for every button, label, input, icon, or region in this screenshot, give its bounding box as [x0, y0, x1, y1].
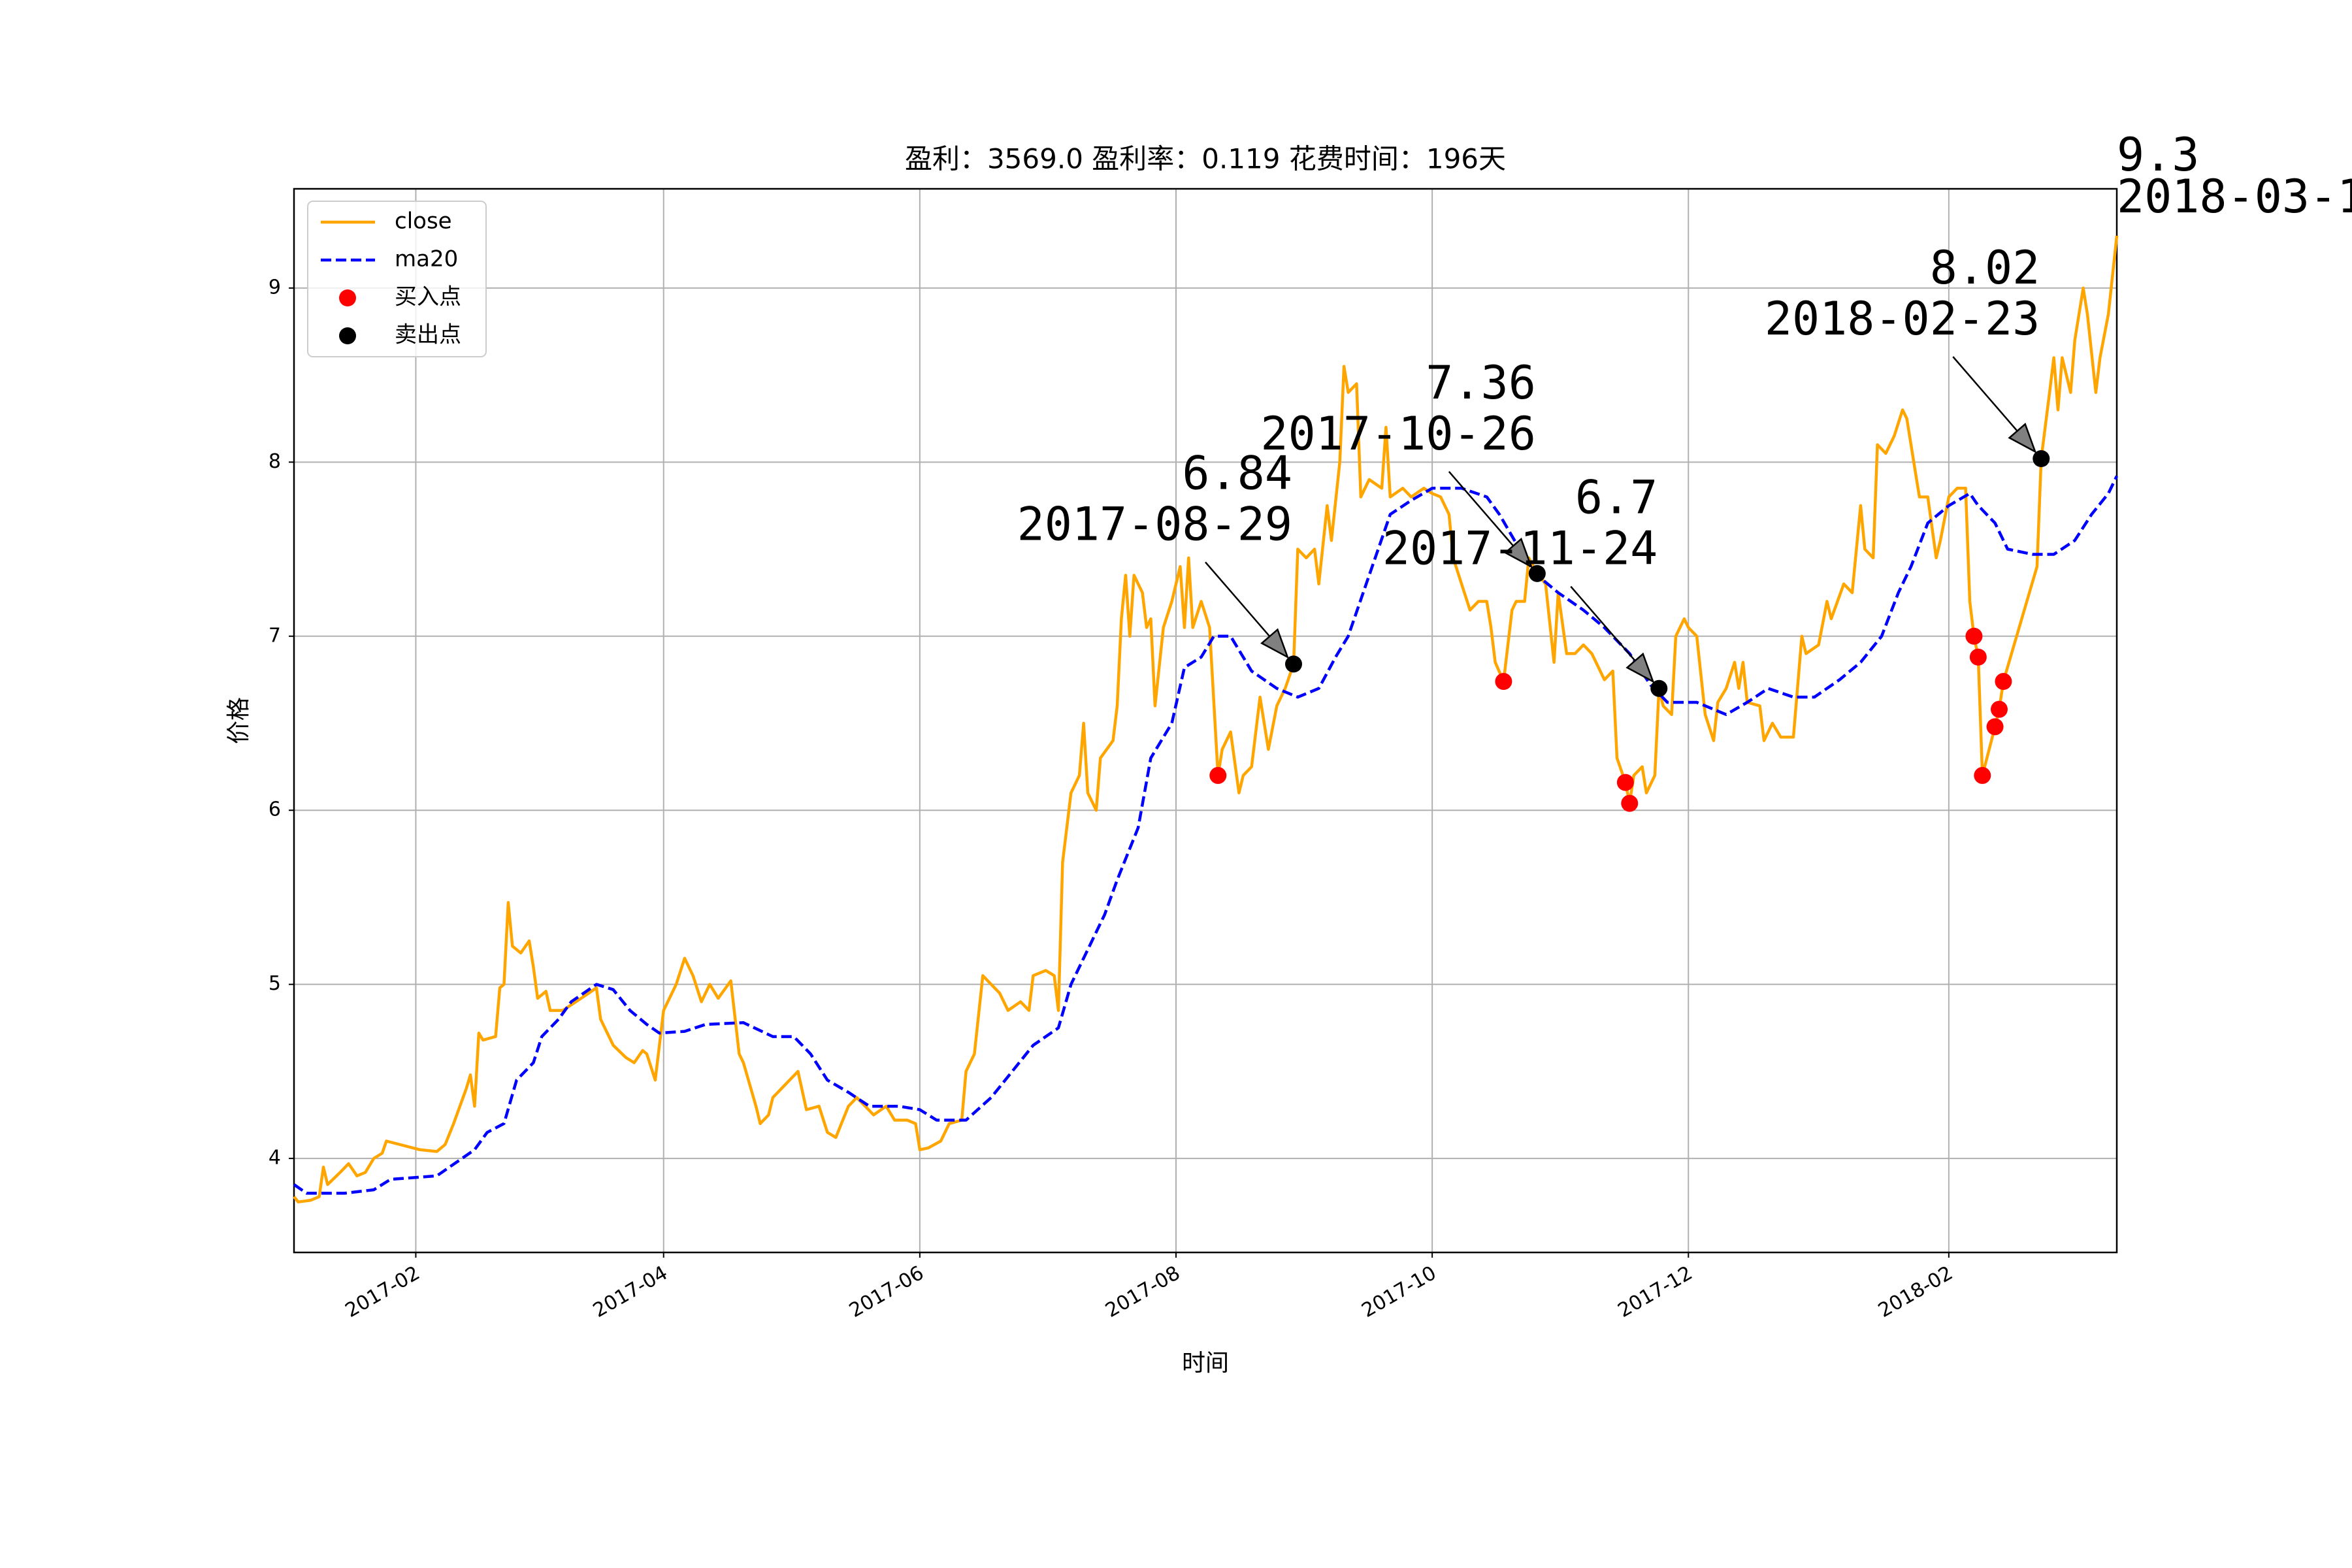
point — [1528, 564, 1546, 582]
annotation-arrow — [1205, 561, 1271, 637]
legend-label: ma20 — [395, 246, 458, 272]
x-tick-label: 2018-02 — [1874, 1262, 1957, 1322]
annotation-date: 2017-11-24 — [1382, 522, 1658, 576]
annotation-date: 2017-10-26 — [1260, 407, 1535, 461]
x-tick-label: 2017-02 — [342, 1262, 424, 1322]
y-tick-label: 9 — [269, 276, 281, 299]
annotation-arrowhead — [1260, 628, 1290, 659]
y-axis-label: 价格 — [225, 697, 252, 744]
point — [1991, 700, 2008, 718]
x-tick-label: 2017-12 — [1614, 1262, 1696, 1322]
annotation-value: 8.02 — [1930, 241, 2040, 295]
point — [1616, 774, 1634, 791]
point — [1965, 627, 1983, 645]
annotation-value: 7.36 — [1426, 356, 1536, 410]
x-tick-label: 2017-08 — [1102, 1262, 1184, 1322]
legend-box — [307, 201, 487, 357]
legend-label: close — [395, 208, 452, 235]
point — [1209, 766, 1227, 784]
annotation-arrowhead — [1503, 537, 1533, 568]
legend-label: 卖出点 — [395, 322, 461, 348]
point — [1285, 655, 1302, 673]
point — [1969, 648, 1987, 666]
point — [1995, 673, 2012, 691]
annotation-arrowhead — [2008, 423, 2037, 454]
annotation-arrow — [1448, 471, 1514, 547]
annotation-date: 2017-08-29 — [1017, 497, 1292, 551]
y-tick-label: 7 — [269, 624, 281, 647]
annotation-value: 9.3 — [2117, 128, 2199, 182]
chart-title: 盈利：3569.0 盈利率：0.119 花费时间：196天 — [905, 143, 1506, 175]
x-tick-label: 2017-10 — [1358, 1262, 1440, 1322]
x-tick-label: 2017-04 — [589, 1262, 672, 1322]
line-series — [293, 475, 2119, 1195]
x-tick-label: 2017-06 — [845, 1262, 928, 1322]
y-tick-label: 6 — [269, 798, 281, 821]
annotation-date: 2018-03-13 — [2117, 170, 2352, 223]
plot-frame — [293, 188, 2118, 1254]
legend-marker — [339, 289, 356, 306]
annotation-arrowhead — [1625, 652, 1655, 683]
point — [2033, 449, 2050, 467]
y-tick-label: 4 — [269, 1147, 281, 1169]
point — [1650, 679, 1668, 697]
legend-marker — [339, 327, 356, 344]
x-axis-label: 时间 — [1182, 1350, 1229, 1377]
point — [1986, 718, 2004, 736]
point — [1495, 673, 1512, 691]
annotation-arrow — [1952, 356, 2018, 432]
point — [1974, 766, 1991, 784]
point — [1621, 794, 1639, 812]
y-tick-label: 5 — [269, 972, 281, 995]
line-series — [293, 235, 2119, 1203]
annotation-date: 2018-02-23 — [1765, 292, 2040, 346]
annotation-value: 6.84 — [1182, 446, 1292, 500]
annotation-arrow — [1570, 585, 1636, 662]
annotation-value: 6.7 — [1575, 471, 1658, 525]
y-tick-label: 8 — [269, 450, 281, 473]
legend-label: 买入点 — [395, 284, 461, 310]
